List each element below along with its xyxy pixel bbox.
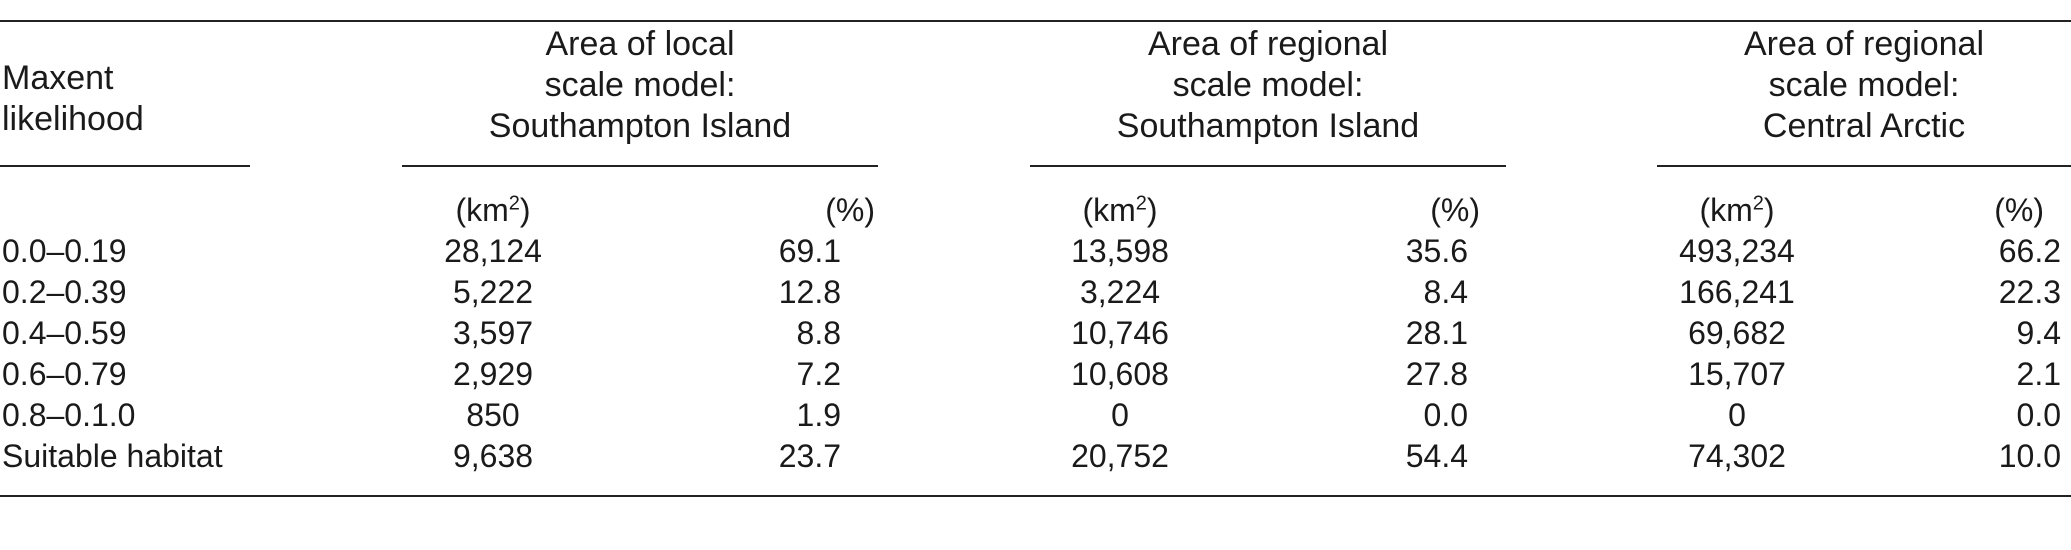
unit-km-central-arctic: (km2): [1699, 192, 1775, 228]
cell-regional-southampton-pct: 27.8: [1405, 356, 1468, 392]
header-row-label: Maxent likelihood: [2, 59, 144, 138]
cell-regional-southampton-pct: 35.6: [1405, 233, 1468, 269]
header-row-label-rule: [0, 165, 250, 167]
cell-local-pct: 69.1: [778, 233, 841, 269]
cell-local-pct: 12.8: [778, 274, 841, 310]
cell-local-km: 2,929: [452, 356, 534, 392]
unit-pct-regional-southampton: (%): [1430, 192, 1480, 228]
table-row: 0.4–0.59 3,597 8.8 10,746 28.1 69,682 9.…: [0, 312, 2071, 354]
cell-local-pct: 23.7: [778, 438, 841, 474]
cell-regional-southampton-pct: 0.0: [1423, 397, 1468, 433]
cell-local-km: 28,124: [444, 233, 542, 269]
cell-regional-southampton-pct: 54.4: [1405, 438, 1468, 474]
cell-central-arctic-pct: 2.1: [2016, 356, 2061, 392]
cell-central-arctic-pct: 10.0: [1998, 438, 2061, 474]
cell-local-km: 850: [466, 397, 520, 433]
header-group-local-southampton-rule: [402, 165, 878, 167]
cell-regional-southampton-pct: 28.1: [1405, 315, 1468, 351]
row-label: 0.6–0.79: [2, 356, 127, 392]
header-group-regional-central-arctic-rule: [1657, 165, 2071, 167]
cell-central-arctic-pct: 9.4: [2016, 315, 2061, 351]
cell-central-arctic-km: 74,302: [1688, 438, 1786, 474]
header-group-local-southampton: Area of local scale model: Southampton I…: [488, 25, 792, 145]
unit-km-local: (km2): [455, 192, 531, 228]
cell-central-arctic-km: 69,682: [1688, 315, 1786, 351]
table-row: 0.0–0.19 28,124 69.1 13,598 35.6 493,234…: [0, 230, 2071, 272]
cell-central-arctic-pct: 66.2: [1998, 233, 2061, 269]
cell-central-arctic-km: 493,234: [1679, 233, 1795, 269]
table-row: 0.2–0.39 5,222 12.8 3,224 8.4 166,241 22…: [0, 271, 2071, 313]
row-label: Suitable habitat: [2, 438, 223, 474]
row-label: 0.4–0.59: [2, 315, 127, 351]
cell-regional-southampton-km: 20,752: [1071, 438, 1169, 474]
cell-regional-southampton-km: 10,608: [1071, 356, 1169, 392]
cell-central-arctic-pct: 22.3: [1998, 274, 2061, 310]
cell-local-pct: 7.2: [796, 356, 841, 392]
table-row: 0.8–0.1.0 850 1.9 0 0.0 0 0.0: [0, 394, 2071, 436]
cell-regional-southampton-km: 13,598: [1071, 233, 1169, 269]
header-group-regional-central-arctic: Area of regional scale model: Central Ar…: [1743, 25, 1985, 145]
cell-local-km: 9,638: [452, 438, 534, 474]
table-row: Suitable habitat 9,638 23.7 20,752 54.4 …: [0, 435, 2071, 477]
header-group-regional-southampton: Area of regional scale model: Southampto…: [1116, 25, 1420, 145]
cell-local-pct: 1.9: [796, 397, 841, 433]
table-bottom-rule: [0, 495, 2071, 497]
unit-km-regional-southampton: (km2): [1082, 192, 1158, 228]
cell-regional-southampton-km: 3,224: [1079, 274, 1161, 310]
cell-local-pct: 8.8: [796, 315, 841, 351]
cell-local-km: 3,597: [452, 315, 534, 351]
unit-pct-local: (%): [825, 192, 875, 228]
row-label: 0.0–0.19: [2, 233, 127, 269]
row-label: 0.8–0.1.0: [2, 397, 136, 433]
cell-central-arctic-pct: 0.0: [2016, 397, 2061, 433]
cell-central-arctic-km: 15,707: [1688, 356, 1786, 392]
table-top-rule: [0, 20, 2071, 22]
cell-regional-southampton-km: 0: [1111, 397, 1129, 433]
row-label: 0.2–0.39: [2, 274, 127, 310]
header-group-regional-southampton-rule: [1030, 165, 1506, 167]
cell-regional-southampton-pct: 8.4: [1423, 274, 1468, 310]
table-row: 0.6–0.79 2,929 7.2 10,608 27.8 15,707 2.…: [0, 353, 2071, 395]
cell-local-km: 5,222: [452, 274, 534, 310]
unit-pct-central-arctic: (%): [1994, 192, 2044, 228]
cell-central-arctic-km: 0: [1728, 397, 1746, 433]
cell-regional-southampton-km: 10,746: [1071, 315, 1169, 351]
cell-central-arctic-km: 166,241: [1679, 274, 1795, 310]
